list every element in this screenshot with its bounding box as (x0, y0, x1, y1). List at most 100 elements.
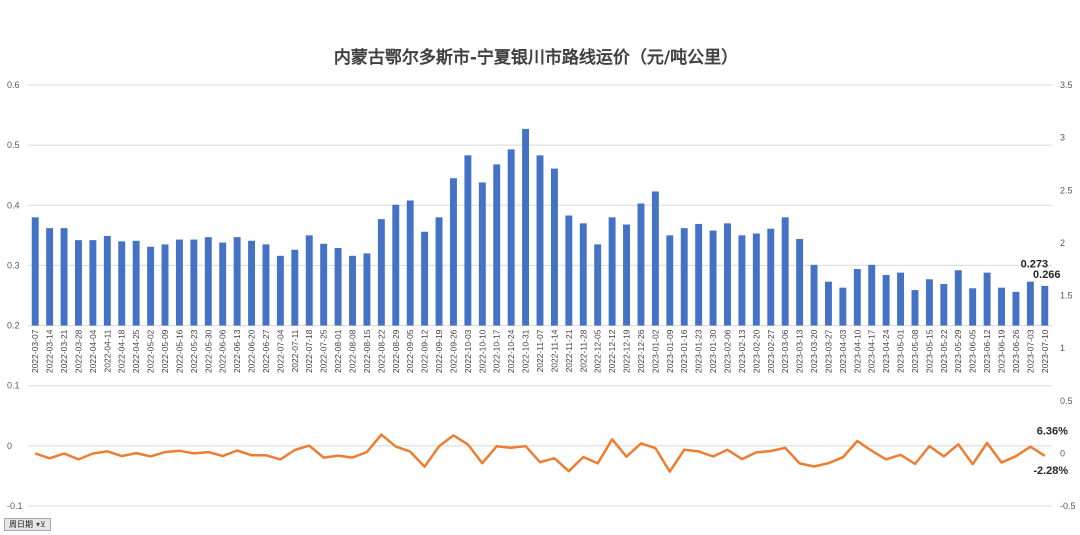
bar (752, 233, 760, 326)
left-axis: 0.6 0.5 0.4 0.3 0.2 0.1 0 -0.1 (7, 80, 23, 511)
data-label: 0.266 (1033, 269, 1061, 281)
bar (637, 203, 645, 326)
right-axis: 3.5 3 2.5 2 1.5 1 0.5 0 -0.5 (1060, 80, 1076, 511)
bar (796, 238, 804, 326)
bar (233, 237, 241, 326)
x-tick-label: 2022-10-17 (492, 329, 502, 373)
x-tick-label: 2023-06-12 (982, 329, 992, 373)
bar (651, 191, 659, 326)
bar (1026, 281, 1034, 326)
bar (103, 235, 111, 326)
x-tick-label: 2023-03-20 (809, 329, 819, 373)
right-tick-label: 0.5 (1060, 396, 1073, 406)
x-tick-label: 2023-02-20 (751, 329, 761, 373)
left-tick-label: -0.1 (7, 501, 23, 511)
bar (305, 235, 313, 326)
x-tick-label: 2023-02-06 (722, 329, 732, 373)
bar (435, 217, 443, 326)
x-tick-label: 2022-10-24 (506, 329, 516, 373)
bar (969, 288, 977, 326)
x-tick-label: 2022-10-03 (463, 329, 473, 373)
bar (738, 235, 746, 326)
x-tick-label: 2022-10-31 (521, 329, 531, 373)
bar (868, 264, 876, 326)
bar (565, 215, 573, 326)
x-tick-label: 2023-01-30 (708, 329, 718, 373)
x-tick-label: 2022-10-10 (477, 329, 487, 373)
bar (1012, 291, 1020, 326)
left-tick-label: 0.3 (7, 260, 20, 270)
x-tick-label: 2022-05-02 (146, 329, 156, 373)
bar (882, 275, 890, 326)
x-tick-label: 2022-05-16 (174, 329, 184, 373)
right-tick-label: 3 (1060, 133, 1065, 143)
x-tick-label: 2022-08-01 (333, 329, 343, 373)
x-tick-label: 2022-04-25 (131, 329, 141, 373)
x-tick-label: 2022-11-14 (549, 329, 559, 372)
bar (781, 217, 789, 326)
bar (1041, 285, 1049, 326)
x-tick-label: 2022-03-14 (45, 329, 55, 373)
x-tick-label: 2022-05-23 (189, 329, 199, 373)
bar (262, 244, 270, 326)
bar (175, 239, 183, 326)
x-tick-label: 2023-01-09 (665, 329, 675, 373)
bar (853, 269, 861, 326)
x-tick-label: 2023-05-22 (939, 329, 949, 373)
filter-button[interactable]: 周日期 ▾⊻ (4, 518, 51, 531)
left-tick-label: 0.1 (7, 381, 20, 391)
bar (767, 228, 775, 326)
data-label: 0.273 (1021, 259, 1049, 271)
x-tick-label: 2023-02-13 (737, 329, 747, 373)
bar (276, 255, 284, 326)
x-tick-label: 2022-06-13 (232, 329, 242, 373)
left-tick-label: 0.5 (7, 140, 20, 150)
filter-button-label: 周日期 (9, 520, 33, 529)
x-tick-label: 2022-12-12 (607, 329, 617, 373)
x-tick-label: 2023-03-27 (823, 329, 833, 373)
bar (248, 240, 256, 326)
x-tick-label: 2023-05-29 (953, 329, 963, 373)
bar (493, 164, 501, 326)
x-tick-label: 2022-07-11 (290, 329, 300, 372)
bar (291, 249, 299, 326)
bar (579, 223, 587, 326)
bar (147, 246, 155, 326)
x-tick-label: 2022-09-26 (448, 329, 458, 373)
right-tick-label: 2.5 (1060, 185, 1073, 195)
bar (363, 253, 371, 326)
bar (190, 239, 198, 326)
bar (89, 240, 97, 326)
x-tick-label: 2022-07-04 (275, 329, 285, 373)
x-tick-label: 2023-05-01 (896, 329, 906, 373)
bar (897, 272, 905, 326)
chart-title: 内蒙古鄂尔多斯市-宁夏银川市路线运价（元/吨公里） (334, 47, 738, 68)
x-tick-label: 2022-05-30 (203, 329, 213, 373)
x-tick-label: 2022-09-05 (405, 329, 415, 373)
bar (810, 264, 818, 326)
bar (824, 281, 832, 326)
filter-dropdown-icon: ▾⊻ (36, 520, 46, 529)
x-tick-label: 2022-09-19 (434, 329, 444, 373)
bar (204, 237, 212, 326)
bar (550, 168, 558, 326)
bar (161, 244, 169, 326)
right-tick-label: -0.5 (1060, 501, 1076, 511)
right-tick-label: 3.5 (1060, 80, 1073, 90)
left-tick-label: 0.4 (7, 200, 20, 210)
x-tick-label: 2023-02-27 (766, 329, 776, 373)
bar (724, 223, 731, 326)
x-tick-label: 2022-11-21 (564, 329, 574, 372)
bar (132, 240, 140, 326)
x-tick-label: 2022-05-09 (160, 329, 170, 373)
x-tick-label: 2023-06-05 (968, 329, 978, 373)
bar (925, 279, 933, 326)
x-tick-label: 2022-08-15 (362, 329, 372, 373)
bar (320, 243, 328, 326)
x-tick-label: 2022-07-18 (304, 329, 314, 373)
bar (507, 149, 515, 326)
x-tick-label: 2023-06-26 (1011, 329, 1021, 373)
x-tick-label: 2023-01-23 (694, 329, 704, 373)
